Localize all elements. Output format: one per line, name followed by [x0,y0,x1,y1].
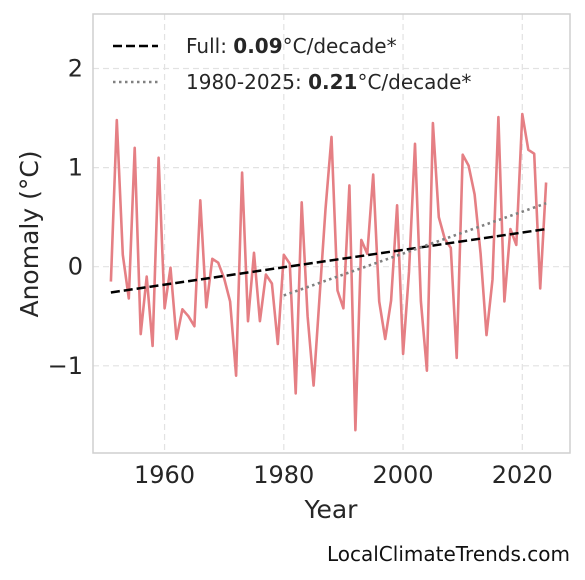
y-tick-label: 2 [68,55,83,83]
legend: Full: 0.09°C/decade* 1980-2025: 0.21°C/de… [113,34,471,94]
trend-lines [110,202,547,297]
x-axis-title: Year [304,495,359,524]
y-tick-label: 0 [68,253,83,281]
plot-area: Full: 0.09°C/decade* 1980-2025: 0.21°C/de… [92,13,571,454]
legend-entry: 1980-2025: 0.21°C/decade* [186,70,471,94]
legend-entry: Full: 0.09°C/decade* [186,34,397,58]
y-axis-ticks: −1 0 1 2 [48,55,83,380]
grid [93,14,570,453]
y-tick-label: −1 [48,352,83,380]
x-tick-label: 1980 [253,461,314,489]
x-tick-label: 2000 [373,461,434,489]
y-axis-title: Anomaly (°C) [15,150,44,317]
x-tick-label: 1960 [134,461,195,489]
recent-trend-line [283,202,547,297]
site-credit: LocalClimateTrends.com [327,542,570,566]
anomaly-series-line [109,112,548,432]
plot-frame [92,13,571,454]
x-axis-ticks: 1960 1980 2000 2020 [134,461,553,489]
y-tick-label: 1 [68,154,83,182]
data-series [109,112,548,432]
full-trend-line [110,227,547,294]
x-tick-label: 2020 [492,461,553,489]
